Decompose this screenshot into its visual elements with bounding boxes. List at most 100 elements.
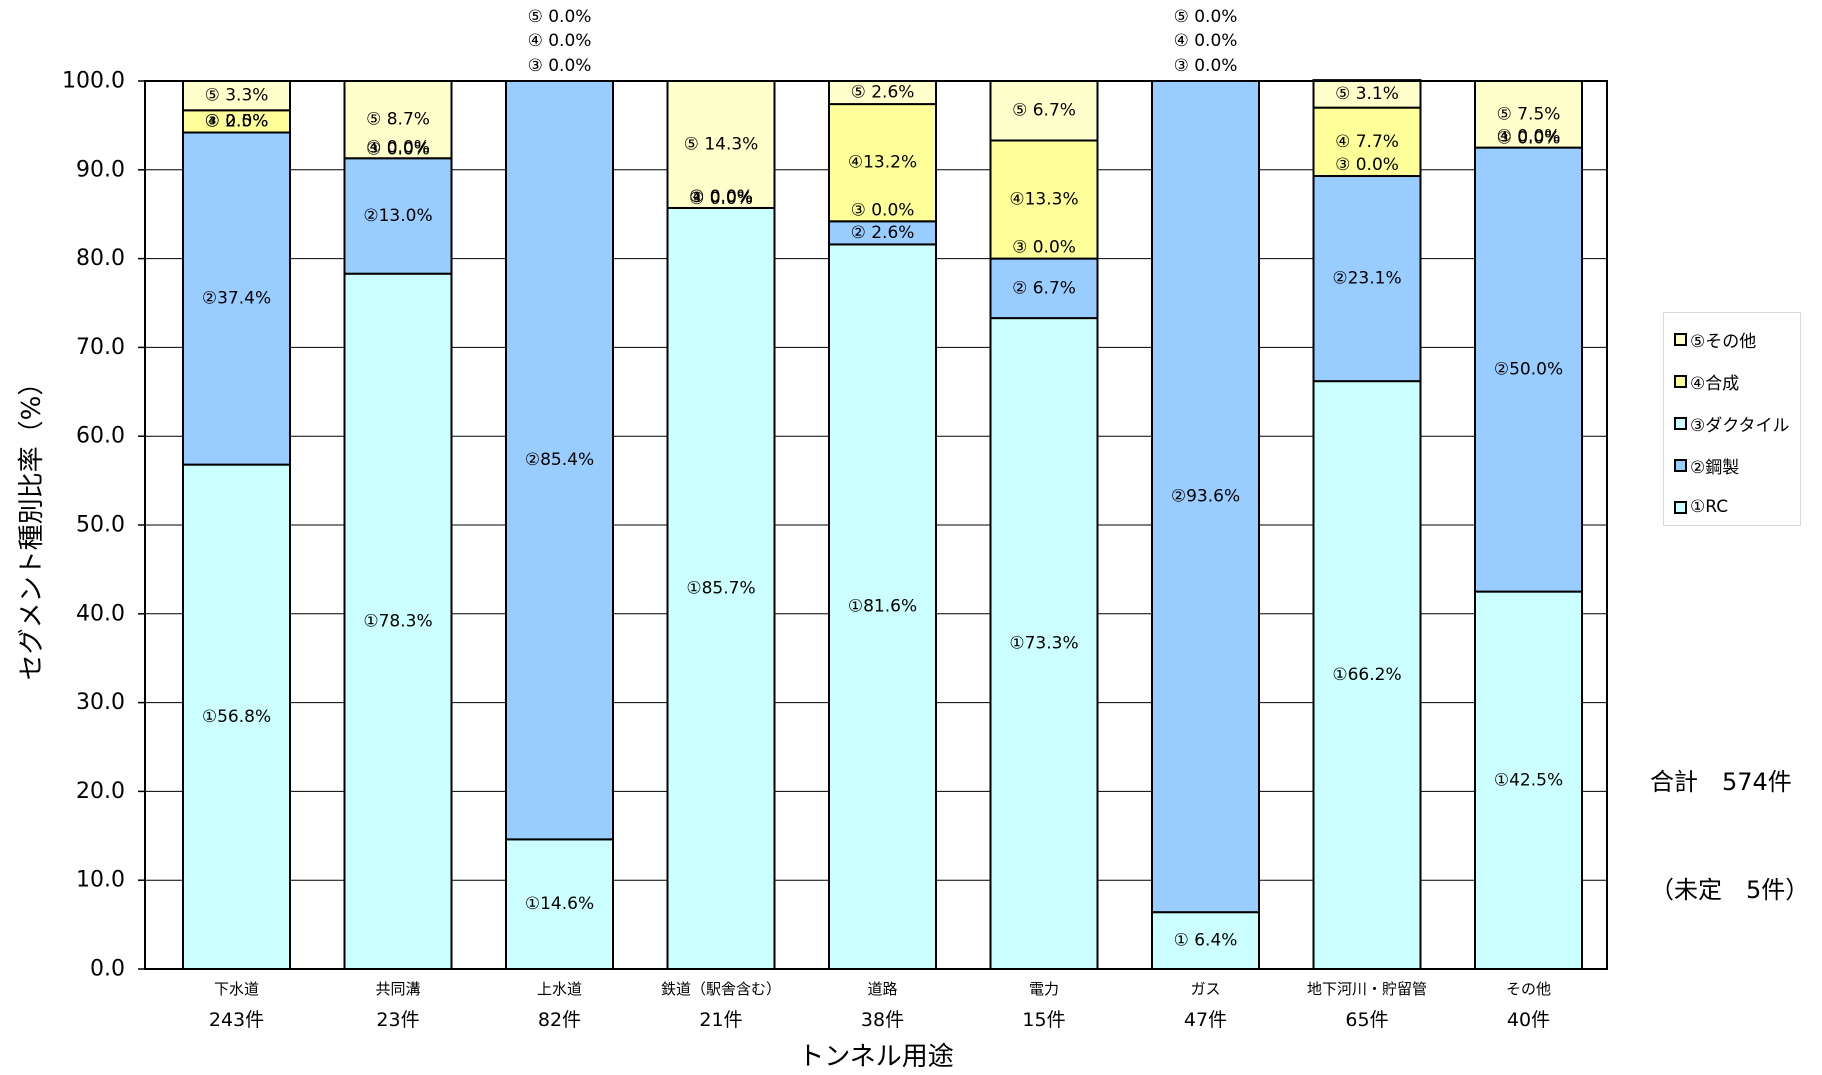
y-tick-label: 60.0 [76,424,125,449]
legend-swatch-steel [1674,458,1687,472]
y-tick-label: 100.0 [62,69,125,94]
bar-segment [1312,79,1422,109]
data-label: ②50.0% [1494,360,1563,380]
bar-segment [1474,146,1583,593]
data-label: ④ 0.0% [689,187,753,207]
data-label: ②13.0% [363,206,432,226]
legend-item-ductile: ③ダクタイル [1674,413,1790,436]
data-label: ④13.2% [848,153,917,173]
data-label: ③ 0.0% [1335,155,1399,175]
y-tick-label: 20.0 [76,779,125,804]
data-label: ③ 0.0% [689,189,753,209]
data-label: ⑤ 2.6% [851,83,915,103]
y-tick-label: 40.0 [76,601,125,626]
data-label: ③ 0.0% [528,56,592,76]
data-label: ③ 0.0% [205,112,269,132]
data-label: ④ 0.0% [1497,127,1561,147]
plot-frame [144,80,1608,970]
data-label: ④13.3% [1009,190,1078,210]
legend: ⑤その他 ④合成 ③ダクタイル ②鋼製 ①RC [1663,312,1801,526]
data-labels: ①56.8%②37.4%③ 0.0%④ 2.5%⑤ 3.3%①78.3%②13.… [202,7,1563,951]
bar-segment [666,80,776,209]
data-label: ②93.6% [1171,487,1240,507]
data-label: ①73.3% [1009,634,1078,654]
data-label: ④ 0.0% [528,31,592,51]
bar-segment [828,103,937,223]
legend-item-rc: ①RC [1674,497,1728,517]
bars [182,79,1583,971]
y-tick-label: 70.0 [76,335,125,360]
legend-item-other: ⑤その他 [1674,329,1757,352]
bar-segment [666,206,776,970]
bar-segment [182,463,291,970]
legend-swatch-rc [1674,500,1687,514]
data-label: ⑤ 3.1% [1335,84,1399,104]
bar-segment [343,157,453,275]
bar-segment [989,317,1099,970]
bar-segment [343,80,453,160]
data-label: ②85.4% [525,450,594,470]
bar-segment [182,131,291,466]
x-tick-label: 地下河川・貯留管 [1307,980,1427,998]
y-tick-label: 80.0 [76,246,125,271]
undetermined-count: （未定 5件） [1650,876,1810,904]
bar-segment [1312,106,1422,178]
data-label: ② 2.6% [851,223,915,243]
x-count-label: 21件 [699,1009,742,1031]
y-tick-label: 30.0 [76,690,125,715]
legend-label-composite: ④合成 [1690,373,1740,394]
y-tick-label: 10.0 [76,868,125,893]
x-count-label: 47件 [1184,1009,1227,1031]
data-label: ①66.2% [1332,665,1401,685]
data-label: ④ 0.0% [1174,31,1238,51]
x-axis-title: トンネル用途 [798,1042,953,1072]
bar-segment [1151,911,1260,971]
data-label: ⑤ 6.7% [1012,101,1076,121]
data-label: ④ 0.0% [366,137,430,157]
data-label: ③ 0.0% [851,200,915,220]
x-tick-label: ガス [1190,980,1220,998]
legend-swatch-other [1674,332,1687,346]
x-tick-label: その他 [1506,980,1551,998]
data-label: ③ 0.0% [1012,238,1076,258]
axes: 0.0 10.0 20.0 30.0 40.0 50.0 60.0 70.0 80.0 90.0 1… [17,69,1608,1072]
data-label: ①78.3% [363,611,432,631]
total-count: 合計 574件 [1650,768,1792,796]
data-label: ① 6.4% [1174,931,1238,951]
data-label: ①56.8% [202,707,271,727]
data-label: ①81.6% [848,597,917,617]
data-label: ③ 0.0% [1174,56,1238,76]
legend-swatch-ductile [1674,416,1687,430]
x-count-label: 243件 [209,1009,264,1031]
x-tick-label: 道路 [867,980,897,998]
bar-segment [1312,175,1422,383]
x-tick-label: 下水道 [214,980,259,998]
total-summary: 合計 574件 （未定 5件） [1650,692,1809,944]
data-label: ⑤ 0.0% [1174,7,1238,27]
data-label: ⑤ 14.3% [684,134,759,154]
legend-label-ductile: ③ダクタイル [1690,415,1790,436]
bar-segment [1312,380,1422,971]
data-label: ④ 2.5% [205,111,269,131]
bar-segment [1474,590,1583,970]
x-count-label: 82件 [538,1009,581,1031]
bar-segment [989,257,1099,320]
legend-label-rc: ①RC [1690,497,1729,517]
bar-segment [505,80,614,841]
x-tick-label: 鉄道（駅舎含む） [661,980,781,998]
data-label: ⑤ 7.5% [1497,104,1561,124]
data-label: ②37.4% [202,289,271,309]
x-count-label: 15件 [1022,1009,1065,1031]
data-label: ②23.1% [1332,269,1401,289]
x-count-label: 65件 [1345,1009,1388,1031]
data-label: ③ 0.0% [1497,129,1561,149]
x-count-label: 40件 [1507,1009,1550,1031]
y-tick-label: 50.0 [76,513,125,538]
data-label: ①42.5% [1494,770,1563,790]
legend-swatch-composite [1674,374,1687,388]
legend-label-steel: ②鋼製 [1690,457,1740,478]
legend-label-other: ⑤その他 [1690,331,1757,352]
bar-segment [1151,80,1260,914]
data-label: ①14.6% [525,894,594,914]
